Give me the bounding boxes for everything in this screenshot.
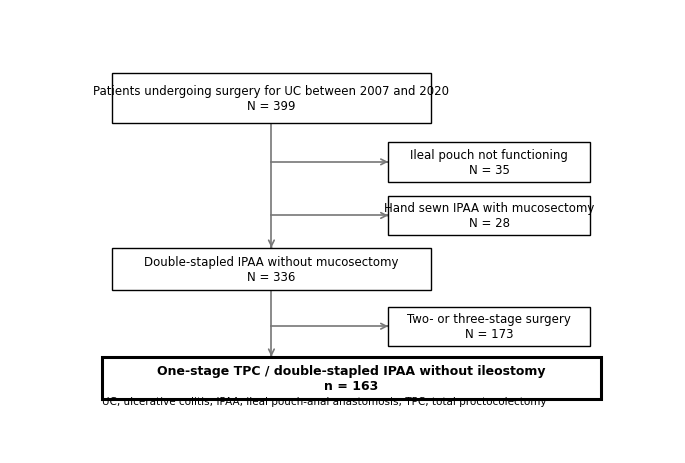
FancyBboxPatch shape: [112, 248, 431, 291]
Text: Ileal pouch not functioning
N = 35: Ileal pouch not functioning N = 35: [410, 149, 568, 176]
FancyBboxPatch shape: [112, 73, 431, 123]
Text: One-stage TPC / double-stapled IPAA without ileostomy
n = 163: One-stage TPC / double-stapled IPAA with…: [157, 364, 545, 392]
FancyBboxPatch shape: [388, 196, 590, 236]
Text: Patients undergoing surgery for UC between 2007 and 2020
N = 399: Patients undergoing surgery for UC betwe…: [93, 84, 449, 113]
Text: Hand sewn IPAA with mucosectomy
N = 28: Hand sewn IPAA with mucosectomy N = 28: [384, 202, 595, 230]
Text: UC, ulcerative colitis; IPAA, ileal pouch-anal anastomosis; TPC, total proctocol: UC, ulcerative colitis; IPAA, ileal pouc…: [101, 396, 546, 406]
FancyBboxPatch shape: [388, 143, 590, 182]
Text: Two- or three-stage surgery
N = 173: Two- or three-stage surgery N = 173: [407, 313, 571, 340]
Text: Double-stapled IPAA without mucosectomy
N = 336: Double-stapled IPAA without mucosectomy …: [144, 256, 399, 283]
FancyBboxPatch shape: [388, 307, 590, 346]
FancyBboxPatch shape: [101, 357, 601, 400]
